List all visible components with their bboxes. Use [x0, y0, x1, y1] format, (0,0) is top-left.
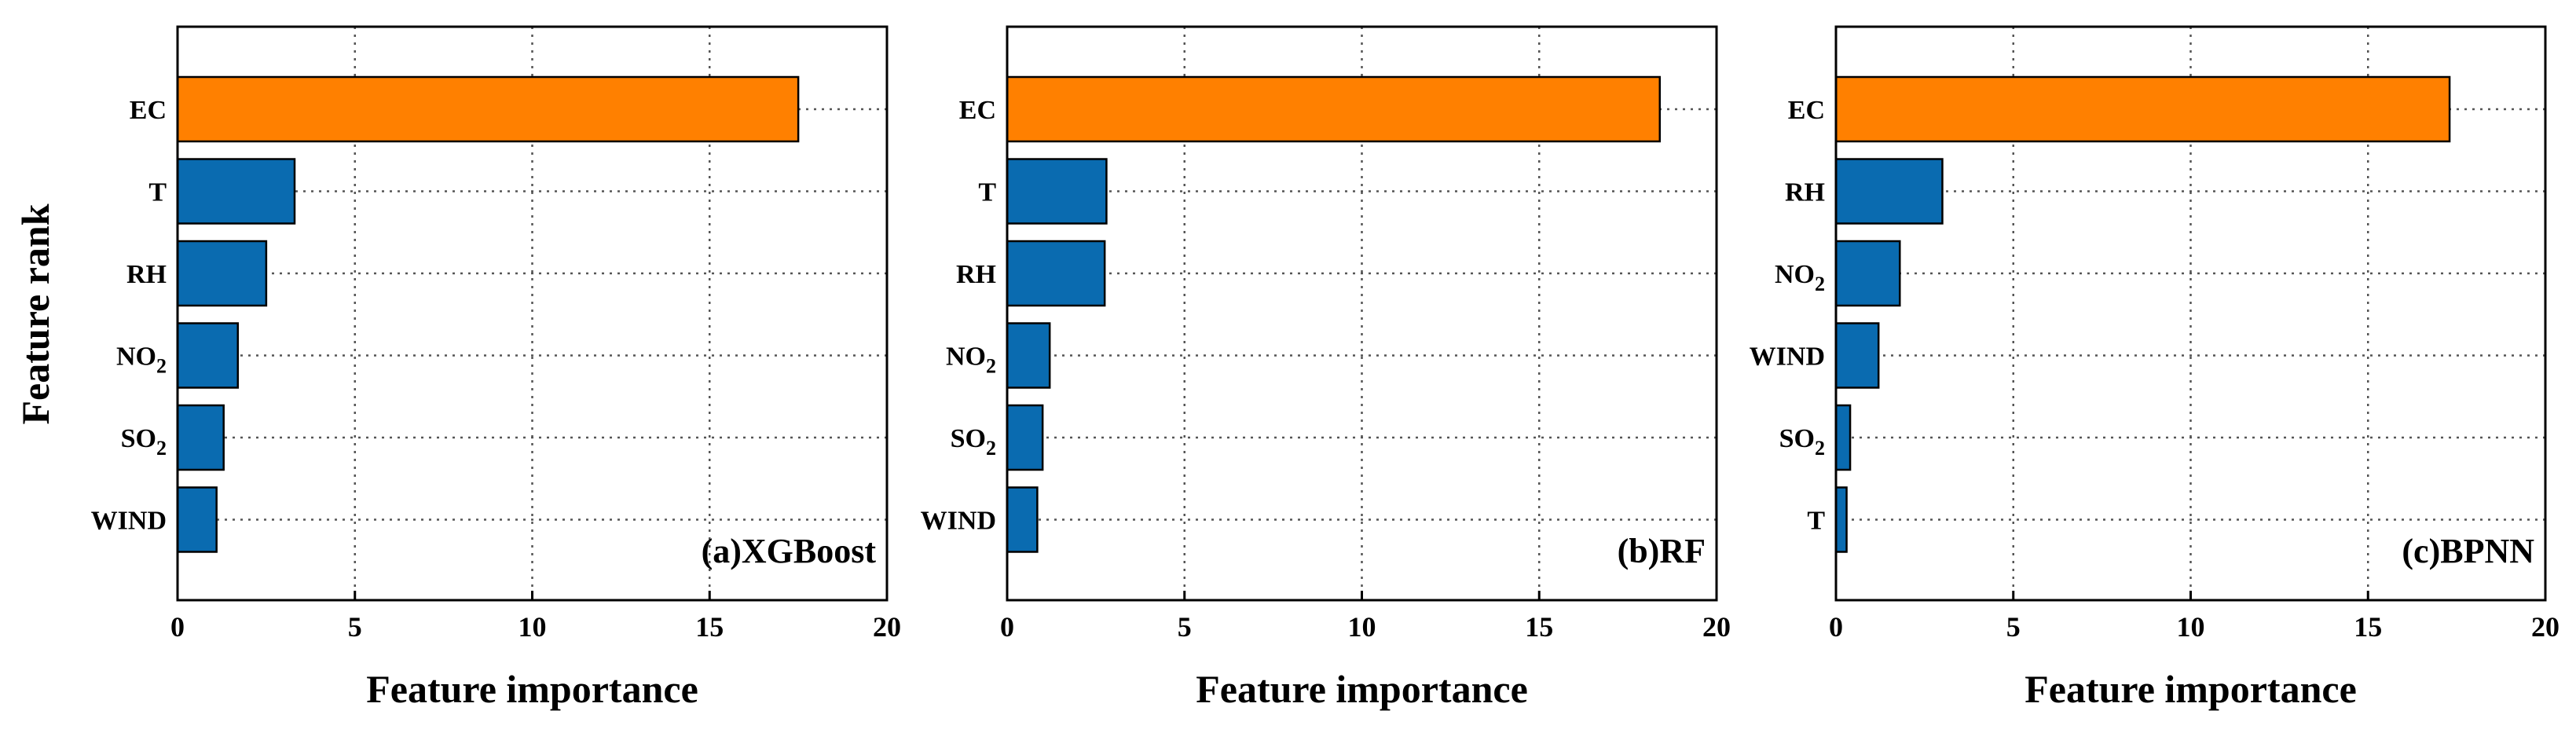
- y-category-label: SO2: [1779, 424, 1825, 460]
- x-tick-label: 10: [518, 611, 547, 643]
- y-category-label: T: [978, 178, 996, 207]
- bar-2-0: [1006, 75, 1662, 143]
- x-tick-label: 20: [873, 611, 901, 643]
- y-category-label: WIND: [91, 507, 167, 536]
- bar-2-3: [1006, 322, 1051, 389]
- bar-2-4: [1006, 404, 1044, 471]
- bar-3-2: [1834, 240, 1901, 307]
- y-category-label: RH: [126, 260, 167, 289]
- panel-title: (a)XGBoost: [702, 532, 877, 570]
- x-tick-label: 20: [2531, 611, 2560, 643]
- x-tick-label: 15: [1525, 611, 1553, 643]
- x-tick-label: 0: [170, 611, 185, 643]
- x-tick-label: 0: [1000, 611, 1014, 643]
- chart-panel-1: 0 5 10 15 20 EC T RH NO2 SO2 WIND (a)XGBoost Feature…: [91, 25, 901, 711]
- y-category-label: NO2: [946, 343, 996, 378]
- x-tick-label: 5: [348, 611, 362, 643]
- x-tick-label: 20: [1702, 611, 1731, 643]
- x-axis-title: Feature importance: [2025, 667, 2357, 711]
- y-axis-title: Feature rank: [13, 203, 57, 424]
- x-tick-label: 15: [695, 611, 724, 643]
- y-category-label: EC: [1788, 96, 1825, 125]
- bar-1-1: [176, 158, 296, 225]
- y-category-label: EC: [130, 96, 167, 125]
- y-category-label: RH: [1785, 178, 1825, 207]
- bar-3-5: [1834, 486, 1848, 553]
- y-category-label: NO2: [1775, 260, 1825, 295]
- x-axis-title: Feature importance: [1196, 667, 1528, 711]
- x-tick-label: 5: [1178, 611, 1192, 643]
- bar-1-2: [176, 240, 268, 307]
- bar-1-5: [176, 486, 218, 553]
- x-tick-label: 0: [1829, 611, 1843, 643]
- y-category-label: EC: [959, 96, 996, 125]
- bar-2-5: [1006, 486, 1039, 553]
- bar-2-2: [1006, 240, 1106, 307]
- x-tick-label: 10: [1348, 611, 1376, 643]
- bar-1-0: [176, 75, 800, 143]
- bar-3-4: [1834, 404, 1852, 471]
- x-tick-label: 15: [2354, 611, 2382, 643]
- bar-3-3: [1834, 322, 1880, 389]
- y-category-label: WIND: [921, 507, 996, 536]
- y-category-label: T: [148, 178, 167, 207]
- panel-title: (b)RF: [1618, 532, 1706, 570]
- panel-title: (c)BPNN: [2402, 532, 2534, 570]
- y-category-label: SO2: [121, 424, 167, 460]
- x-tick-label: 5: [2006, 611, 2021, 643]
- y-category-label: SO2: [951, 424, 996, 460]
- bar-3-1: [1834, 158, 1944, 225]
- chart-panel-2: 0 5 10 15 20 EC T RH NO2 SO2 WIND (b)RF Feature impo…: [921, 25, 1731, 711]
- chart-panel-3: 0 5 10 15 20 EC RH NO2 WIND SO2 T (c)BPNN Feature im…: [1750, 25, 2560, 711]
- bar-3-0: [1834, 75, 2451, 143]
- y-category-label: T: [1807, 507, 1825, 536]
- y-category-label: NO2: [116, 343, 167, 378]
- y-category-label: WIND: [1750, 343, 1825, 372]
- y-category-label: RH: [956, 260, 996, 289]
- x-tick-label: 10: [2177, 611, 2205, 643]
- bar-1-4: [176, 404, 225, 471]
- bar-2-1: [1006, 158, 1108, 225]
- bar-1-3: [176, 322, 240, 389]
- x-axis-title: Feature importance: [366, 667, 698, 711]
